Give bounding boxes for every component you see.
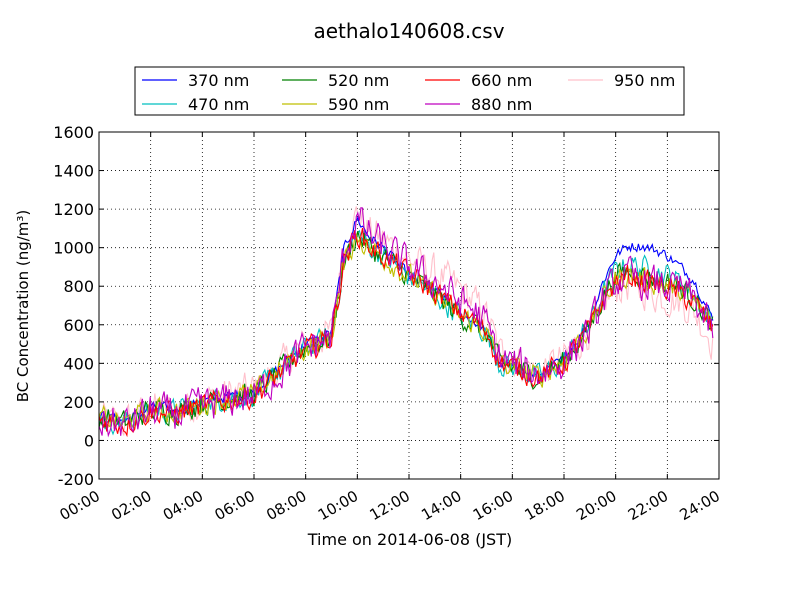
legend: 370 nm 470 nm 520 nm 590 nm 660 nm 880 nm 950 … bbox=[134, 66, 685, 116]
legend-frame bbox=[134, 66, 685, 116]
y-axis-label: BC Concentration (ng/m³) bbox=[14, 210, 32, 403]
x-tick-label: 06:00 bbox=[212, 487, 258, 524]
legend-label: 590 nm bbox=[328, 95, 389, 114]
x-tick-label: 02:00 bbox=[108, 487, 154, 524]
y-tick-label: 1600 bbox=[53, 123, 94, 142]
y-tick-label: 1200 bbox=[53, 200, 94, 219]
x-tick-label: 04:00 bbox=[160, 487, 206, 524]
y-axis: -200 0 200 400 600 800 1000 1200 1400 1600 bbox=[53, 123, 719, 489]
x-axis: 00:00 02:00 04:00 06:00 08:00 10:00 12:00 14:00… bbox=[57, 132, 723, 524]
y-tick-label: 400 bbox=[63, 354, 94, 373]
x-tick-label: 08:00 bbox=[263, 487, 309, 524]
y-tick-label: 600 bbox=[63, 316, 94, 335]
series-lines bbox=[98, 206, 714, 438]
series-line-880-nm bbox=[98, 207, 714, 438]
y-tick-label: 200 bbox=[63, 393, 94, 412]
x-tick-label: 00:00 bbox=[57, 487, 103, 524]
series-line-950-nm bbox=[98, 206, 714, 436]
x-axis-label: Time on 2014-06-08 (JST) bbox=[307, 530, 512, 549]
x-tick-label: 22:00 bbox=[625, 487, 671, 524]
y-tick-label: 0 bbox=[84, 431, 94, 450]
y-tick-label: 1400 bbox=[53, 162, 94, 181]
x-tick-label: 18:00 bbox=[522, 487, 568, 524]
series-line-660-nm bbox=[98, 227, 714, 438]
x-tick-label: 16:00 bbox=[470, 487, 516, 524]
legend-label: 660 nm bbox=[471, 71, 532, 90]
x-tick-label: 20:00 bbox=[573, 487, 619, 524]
legend-label: 470 nm bbox=[188, 95, 249, 114]
y-tick-label: 800 bbox=[63, 277, 94, 296]
grid-lines bbox=[99, 132, 719, 479]
x-tick-label: 14:00 bbox=[418, 487, 464, 524]
x-tick-label: 12:00 bbox=[367, 487, 413, 524]
series-line-590-nm bbox=[98, 232, 714, 431]
x-tick-label: 24:00 bbox=[677, 487, 723, 524]
legend-label: 520 nm bbox=[328, 71, 389, 90]
y-tick-label: -200 bbox=[58, 470, 94, 489]
legend-label: 370 nm bbox=[188, 71, 249, 90]
chart-title: aethalo140608.csv bbox=[313, 19, 504, 43]
legend-label: 950 nm bbox=[614, 71, 675, 90]
x-tick-label: 10:00 bbox=[315, 487, 361, 524]
legend-label: 880 nm bbox=[471, 95, 532, 114]
y-tick-label: 1000 bbox=[53, 239, 94, 258]
